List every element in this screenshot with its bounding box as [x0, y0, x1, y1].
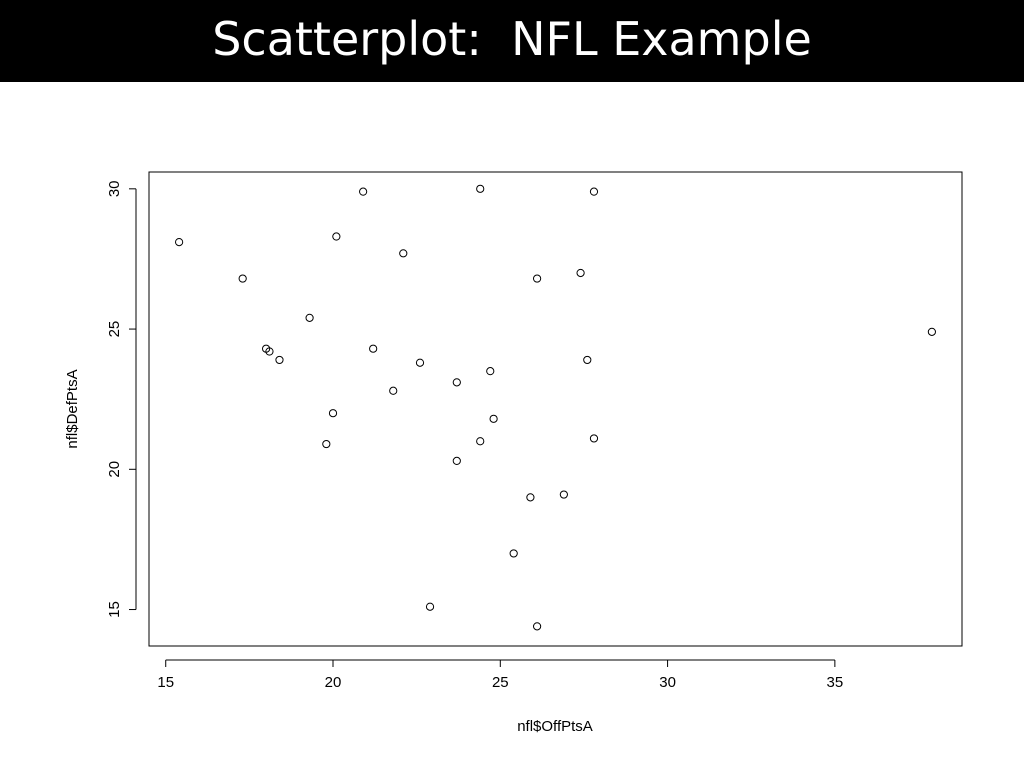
y-tick-label: 30	[106, 180, 123, 197]
data-point	[359, 187, 368, 196]
data-point	[452, 456, 461, 465]
x-axis-label: nfl$OffPtsA	[517, 718, 593, 735]
data-point	[486, 367, 495, 376]
data-point	[476, 437, 485, 446]
y-tick-label: 25	[106, 321, 123, 338]
x-tick-label: 15	[157, 674, 174, 691]
data-point	[305, 313, 314, 322]
data-point	[328, 409, 338, 418]
y-axis: 15 20 25 30	[106, 180, 137, 618]
data-point	[332, 232, 341, 241]
data-point	[415, 358, 425, 367]
data-point	[476, 184, 485, 193]
data-point	[589, 434, 599, 443]
data-point	[927, 327, 936, 336]
y-tick-label: 15	[106, 601, 123, 618]
x-tick-label: 35	[827, 674, 844, 691]
data-point	[238, 274, 247, 283]
data-point	[175, 238, 184, 247]
data-point	[425, 602, 435, 611]
y-tick-label: 20	[106, 461, 123, 478]
data-point	[509, 549, 518, 558]
data-point	[369, 344, 378, 353]
data-point	[452, 378, 461, 387]
x-axis: 15 20 25 30 35	[157, 659, 844, 691]
data-point	[583, 355, 592, 365]
data-point	[389, 386, 398, 395]
y-axis-label: nfl$DefPtsA	[64, 369, 81, 448]
data-point	[275, 355, 284, 365]
data-point	[526, 493, 535, 502]
x-tick-label: 20	[325, 674, 342, 691]
data-point	[265, 347, 274, 356]
data-points	[175, 184, 936, 631]
data-point	[589, 187, 599, 196]
data-point	[532, 274, 542, 283]
data-point	[322, 439, 331, 449]
data-point	[532, 622, 542, 631]
x-tick-label: 30	[659, 674, 676, 691]
title-bar: Scatterplot: NFL Example	[0, 0, 1024, 82]
x-tick-label: 25	[492, 674, 509, 691]
slide-title: Scatterplot: NFL Example	[212, 12, 812, 66]
data-point	[559, 490, 568, 499]
data-point	[576, 268, 585, 278]
data-point	[489, 414, 498, 423]
data-point	[399, 249, 408, 258]
plot-frame	[148, 171, 963, 647]
